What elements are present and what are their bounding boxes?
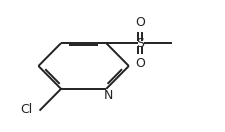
Text: O: O [135,57,144,70]
Text: Cl: Cl [20,103,33,116]
Text: N: N [104,89,113,102]
Text: O: O [135,16,144,29]
Text: S: S [135,37,144,50]
